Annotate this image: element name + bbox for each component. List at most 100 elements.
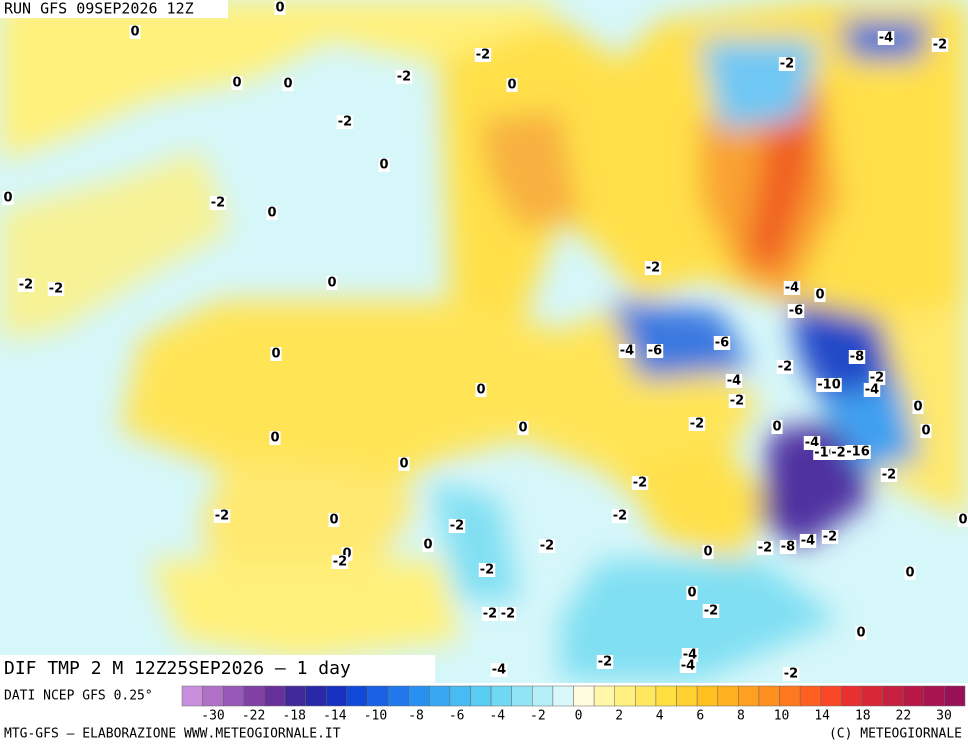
legend-swatch <box>593 685 615 707</box>
legend-tick-label: 10 <box>774 709 790 724</box>
contour-label-bg <box>779 540 797 554</box>
legend-tick-label: 22 <box>896 709 912 724</box>
contour-label-bg <box>646 344 664 358</box>
legend-swatch <box>738 685 760 707</box>
contour-label-bg <box>702 604 720 618</box>
contour-label-bg <box>845 445 871 459</box>
contour-label: 0 <box>772 420 781 435</box>
legend-swatch <box>841 685 863 707</box>
contour-label-bg <box>474 48 492 62</box>
contour-label: 0 <box>399 457 408 472</box>
contour-label: 0 <box>687 586 696 601</box>
legend-swatch <box>882 685 904 707</box>
contour-label-bg <box>274 1 286 15</box>
contour-label-bg <box>475 383 487 397</box>
contour-label: -2 <box>882 468 896 483</box>
legend-swatch <box>861 685 883 707</box>
legend-tick-label: -4 <box>489 709 505 724</box>
legend-swatch <box>346 685 368 707</box>
contour-label: -2 <box>338 115 352 130</box>
contour-label: -4 <box>683 648 697 663</box>
legend-swatch <box>779 685 801 707</box>
legend-tick-label: 30 <box>936 709 952 724</box>
contour-label: 0 <box>283 77 292 92</box>
contour-label-bg <box>481 607 499 621</box>
contour-label: -2 <box>215 509 229 524</box>
contour-label: -4 <box>492 663 506 678</box>
legend-swatch <box>325 685 348 707</box>
contour-label-bg <box>378 158 390 172</box>
contour-label-bg <box>725 374 743 388</box>
contour-label: -6 <box>648 344 662 359</box>
contour-label: -16 <box>846 445 870 460</box>
contour-label: -2 <box>49 282 63 297</box>
contour-label: 0 <box>327 276 336 291</box>
legend-swatch <box>367 685 389 707</box>
contour-label: -2 <box>633 476 647 491</box>
contour-label: -2 <box>778 360 792 375</box>
contour-label: -4 <box>620 344 634 359</box>
contour-label-bg <box>213 509 231 523</box>
contour-label-bg <box>269 431 281 445</box>
contour-label-bg <box>448 519 466 533</box>
contour-label-bg <box>17 278 35 292</box>
legend-tick-label: 18 <box>855 709 871 724</box>
contour-label-bg <box>490 663 508 677</box>
contour-label-bg <box>783 281 801 295</box>
contour-label: -2 <box>646 261 660 276</box>
contour-label-bg <box>713 336 731 350</box>
legend-swatch <box>305 685 327 707</box>
contour-label: -4 <box>681 659 695 674</box>
contour-label-bg <box>331 555 349 569</box>
contour-label: -2 <box>780 57 794 72</box>
contour-label-bg <box>957 513 968 527</box>
legend-swatch <box>490 685 512 707</box>
contour-label-bg <box>787 304 805 318</box>
contour-label-bg <box>931 38 949 52</box>
contour-label: 0 <box>270 431 279 446</box>
legend-swatch <box>264 685 286 707</box>
legend-swatch <box>532 685 554 707</box>
legend-swatch <box>676 685 698 707</box>
run-label: RUN GFS 09SEP2026 12Z <box>4 0 194 18</box>
contour-label: -2 <box>450 519 464 534</box>
legend-swatch <box>944 685 966 707</box>
credit-right: (C) METEOGIORNALE <box>829 727 962 742</box>
legend-swatch <box>635 685 657 707</box>
legend-swatch <box>717 685 739 707</box>
contour-label-bg <box>814 288 826 302</box>
contour-label: 0 <box>329 513 338 528</box>
contour-label-bg <box>756 541 774 555</box>
legend-swatch <box>820 685 842 707</box>
contour-label: -2 <box>598 655 612 670</box>
contour-label: -6 <box>715 336 729 351</box>
contour-label-bg <box>631 476 649 490</box>
map-title: DIF TMP 2 M 12Z25SEP2026 – 1 day <box>4 658 351 679</box>
contour-label: -4 <box>865 383 879 398</box>
contour-label-bg <box>231 76 243 90</box>
contour-label-bg <box>868 371 886 385</box>
contour-label: 0 <box>232 76 241 91</box>
contour-label: -2 <box>704 604 718 619</box>
contour-label: -2 <box>501 607 515 622</box>
contour-label-bg <box>336 115 354 129</box>
contour-label-bg <box>398 457 410 471</box>
legend-swatch <box>758 685 780 707</box>
contour-label-bg <box>341 547 353 561</box>
contour-label-bg <box>799 534 817 548</box>
contour-label: -2 <box>333 555 347 570</box>
legend-swatch <box>573 685 595 707</box>
legend-swatch <box>511 685 533 707</box>
contour-label-bg <box>209 196 227 210</box>
contour-label: -4 <box>879 31 893 46</box>
contour-label: 0 <box>958 513 967 528</box>
contour-label-bg <box>478 563 496 577</box>
contour-label: 0 <box>815 288 824 303</box>
contour-label: 0 <box>856 626 865 641</box>
contour-label: -2 <box>211 196 225 211</box>
contour-label-bg <box>877 31 895 45</box>
contour-label-bg <box>611 509 629 523</box>
contour-label-bg <box>920 424 932 438</box>
map <box>0 0 968 683</box>
header-box <box>0 0 228 18</box>
